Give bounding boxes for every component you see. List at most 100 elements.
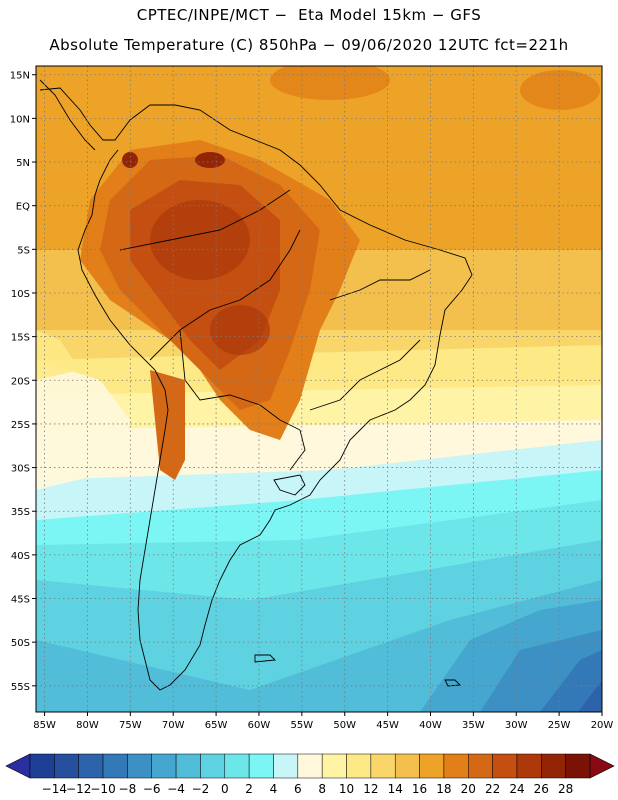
- colorbar-cell: [541, 753, 566, 779]
- lon-label: 75W: [119, 720, 142, 731]
- lat-label: 40S: [11, 551, 30, 562]
- latitude-labels: 15N 10N 5N EQ 5S 10S 15S 20S 25S 30S 35S 40S 45S 50S 5…: [10, 71, 36, 693]
- lat-label: 55S: [11, 682, 30, 693]
- lat-label: 10S: [11, 289, 30, 300]
- colorbar-label: 28: [558, 782, 573, 796]
- colorbar-label: −4: [167, 782, 185, 796]
- temperature-field: [36, 66, 602, 712]
- lon-label: 60W: [248, 720, 271, 731]
- lat-label: 25S: [11, 420, 30, 431]
- border-line: [329, 269, 431, 301]
- lat-label: 50S: [11, 638, 30, 649]
- colorbar-labels: −14 −12 −10 −8 −6 −4 −2 0 2 4 6 8 10 12 14 16 18 20 22 24 26…: [42, 782, 574, 796]
- colorbar-label: −10: [90, 782, 115, 796]
- colorbar-cell: [419, 753, 445, 779]
- lon-label: 35W: [462, 720, 485, 731]
- lat-label: 15N: [10, 71, 30, 82]
- colorbar-cell: [175, 753, 201, 779]
- lon-label: 30W: [505, 720, 528, 731]
- lon-label: 20W: [591, 720, 614, 731]
- lon-label: 40W: [419, 720, 442, 731]
- band-minus8: [540, 650, 602, 712]
- map-title-line1: CPTEC/INPE/MCT − Eta Model 15km − GFS: [136, 6, 482, 24]
- falklands: [254, 654, 276, 663]
- lat-label: 30S: [11, 464, 30, 475]
- central-america-coast: [39, 79, 96, 151]
- south-georgia: [444, 679, 462, 687]
- colorbar: −14 −12 −10 −8 −6 −4 −2 0 2 4 6 8 10 12 14 16 18 20 22 24 26…: [5, 753, 615, 796]
- colorbar-cells: [5, 753, 615, 779]
- lon-label: 45W: [376, 720, 399, 731]
- lon-label: 25W: [548, 720, 571, 731]
- colorbar-cell: [224, 753, 250, 779]
- lon-label: 70W: [162, 720, 185, 731]
- colorbar-label: 20: [461, 782, 476, 796]
- colorbar-label: 10: [339, 782, 354, 796]
- colorbar-label: 26: [534, 782, 549, 796]
- lon-label: 80W: [76, 720, 99, 731]
- hot-zone-26: [150, 200, 250, 280]
- colorbar-cell: [370, 753, 396, 779]
- lat-label: 15S: [11, 333, 30, 344]
- colorbar-label: −12: [66, 782, 91, 796]
- colorbar-cell: [127, 753, 152, 779]
- colorbar-cell: [297, 753, 323, 779]
- coastlines: [39, 79, 473, 691]
- colorbar-label: 16: [412, 782, 427, 796]
- colorbar-label: 6: [294, 782, 302, 796]
- colorbar-label: −2: [192, 782, 210, 796]
- colorbar-label: −8: [119, 782, 137, 796]
- colorbar-cell: [102, 753, 128, 779]
- colorbar-cell: [248, 753, 274, 779]
- lon-label: 55W: [291, 720, 314, 731]
- border-line: [309, 339, 421, 411]
- band-minus10: [578, 680, 602, 712]
- colorbar-cell: [78, 753, 104, 779]
- border-line: [119, 189, 291, 251]
- colorbar-cell: [516, 753, 542, 779]
- colorbar-label: 24: [509, 782, 524, 796]
- lon-label: 85W: [33, 720, 56, 731]
- colorbar-label: 22: [485, 782, 500, 796]
- colorbar-label: 8: [318, 782, 326, 796]
- colorbar-label: −6: [143, 782, 161, 796]
- colorbar-label: 0: [221, 782, 229, 796]
- colorbar-cell: [273, 753, 299, 779]
- lat-label: 45S: [11, 595, 30, 606]
- colorbar-label: 2: [245, 782, 253, 796]
- pacific-cool: [36, 360, 130, 490]
- colorbar-cell: [394, 753, 420, 779]
- colorbar-cell: [29, 753, 55, 779]
- colorbar-cell: [443, 753, 469, 779]
- warm-patch: [270, 66, 390, 100]
- colorbar-over-arrow: [589, 753, 615, 779]
- colorbar-label: 14: [388, 782, 403, 796]
- andes-warm: [150, 370, 185, 480]
- lat-label: 5S: [17, 245, 30, 256]
- colorbar-cell: [565, 753, 591, 779]
- map-frame: [35, 65, 603, 713]
- lat-label: 20S: [11, 376, 30, 387]
- colorbar-label: 12: [363, 782, 378, 796]
- temperature-map: 15N 10N 5N EQ 5S 10S 15S 20S 25S 30S 35S 40S 45S 50S 5…: [10, 65, 613, 731]
- colorbar-cell: [346, 753, 372, 779]
- warm-patch: [520, 70, 600, 110]
- colorbar-cell: [151, 753, 177, 779]
- colorbar-cell: [492, 753, 518, 779]
- lat-label: 5N: [16, 158, 30, 169]
- colorbar-cell: [321, 753, 347, 779]
- lon-label: 50W: [333, 720, 356, 731]
- lat-label: 10N: [10, 114, 30, 125]
- map-title-line2: Absolute Temperature (C) 850hPa − 09/06/…: [49, 36, 569, 54]
- colorbar-cell: [54, 753, 79, 779]
- hot-zone-28: [195, 152, 225, 168]
- colorbar-label: 4: [270, 782, 278, 796]
- colorbar-label: 18: [436, 782, 451, 796]
- lat-label: EQ: [16, 202, 30, 213]
- lat-label: 35S: [11, 507, 30, 518]
- colorbar-cell: [468, 753, 493, 779]
- longitude-labels: 85W 80W 75W 70W 65W 60W 55W 50W 45W 40W 35W 30W 25W 2…: [33, 712, 613, 731]
- lon-label: 65W: [205, 720, 228, 731]
- hot-zone-26: [210, 305, 270, 355]
- south-america-coast: [39, 87, 473, 691]
